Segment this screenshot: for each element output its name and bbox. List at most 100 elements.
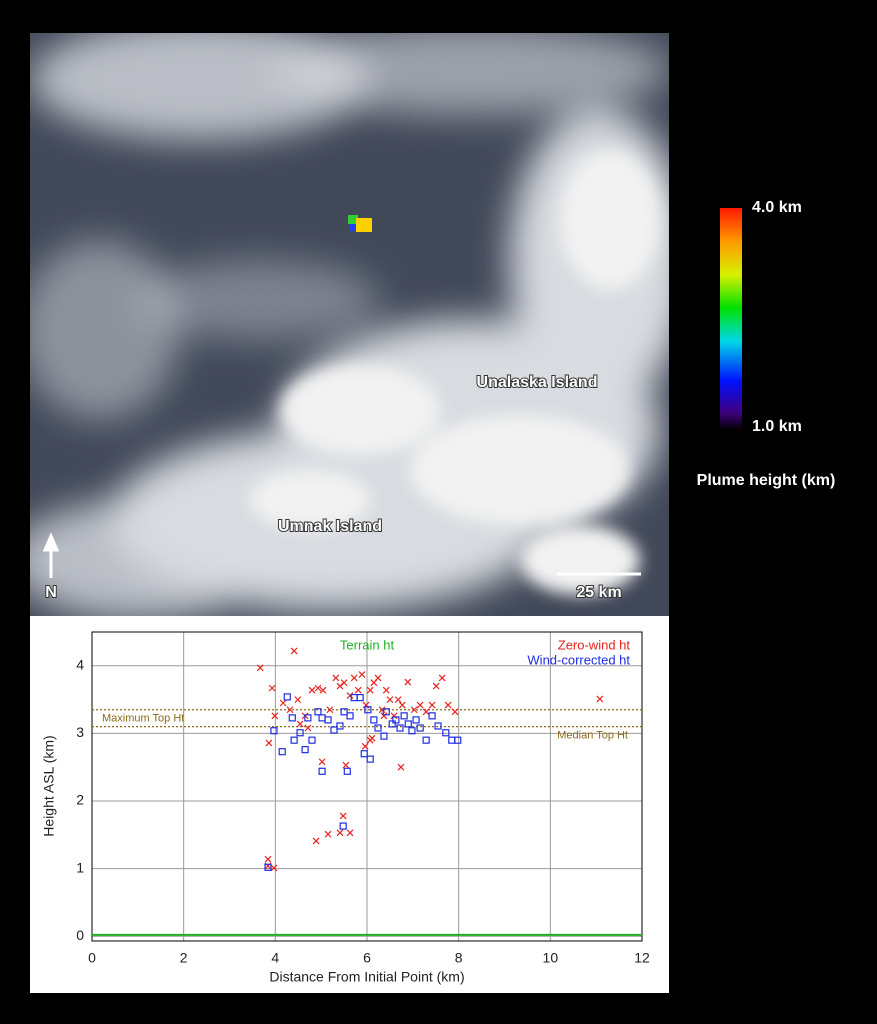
data-point	[382, 708, 390, 716]
colorbar-min: 1.0 km	[752, 418, 802, 435]
data-point	[346, 829, 354, 837]
data-point	[314, 684, 322, 692]
plot-frame	[91, 631, 643, 942]
data-point	[368, 734, 376, 742]
data-point	[386, 696, 394, 704]
legend-entry: Zero-wind ht	[558, 637, 631, 652]
data-point	[364, 706, 372, 714]
data-point	[454, 736, 462, 744]
data-point	[346, 712, 354, 720]
y-axis-label: Height ASL (km)	[41, 735, 57, 836]
data-point	[283, 693, 291, 701]
data-point	[343, 767, 351, 775]
x-tick-label: 6	[363, 950, 371, 966]
data-point	[271, 712, 279, 720]
data-point	[342, 761, 350, 769]
data-point	[358, 671, 366, 679]
data-point	[290, 736, 298, 744]
legend-entry: Wind-corrected ht	[527, 652, 630, 667]
data-point	[422, 708, 430, 716]
x-tick-label: 0	[88, 950, 96, 966]
data-point	[378, 706, 386, 714]
data-point	[332, 674, 340, 682]
data-point	[288, 714, 296, 722]
data-point	[451, 708, 459, 716]
data-point	[301, 746, 309, 754]
data-point	[324, 716, 332, 724]
data-point	[380, 712, 388, 720]
data-point	[256, 664, 264, 672]
x-axis-label: Distance From Initial Point (km)	[269, 969, 464, 985]
data-point	[374, 724, 382, 732]
data-point	[438, 674, 446, 682]
scale-label: 25 km	[576, 584, 621, 601]
data-point	[318, 758, 326, 766]
data-point	[361, 742, 369, 750]
north-arrow	[42, 532, 60, 578]
data-point	[434, 722, 442, 730]
x-tick-label: 10	[543, 950, 559, 966]
data-point	[304, 714, 312, 722]
data-point	[444, 701, 452, 709]
data-point	[400, 712, 408, 720]
data-point	[404, 678, 412, 686]
data-point	[336, 722, 344, 730]
reference-label: Terrain ht	[340, 637, 395, 652]
y-tick-label: 4	[76, 657, 84, 673]
x-tick-label: 4	[271, 950, 279, 966]
data-point	[422, 736, 430, 744]
data-point	[270, 727, 278, 735]
data-point	[324, 830, 332, 838]
data-point	[330, 726, 338, 734]
data-point	[308, 686, 316, 694]
data-point	[366, 686, 374, 694]
data-point	[397, 763, 405, 771]
data-point	[354, 686, 362, 694]
colorbar-max: 4.0 km	[752, 199, 802, 216]
data-point	[326, 706, 334, 714]
data-point	[270, 864, 278, 872]
data-point	[350, 674, 358, 682]
data-point	[412, 716, 420, 724]
y-tick-label: 1	[76, 859, 84, 875]
chart-panel	[30, 616, 669, 993]
data-point	[388, 720, 396, 728]
data-point	[356, 693, 364, 702]
data-point	[416, 724, 424, 732]
data-point	[264, 863, 272, 871]
data-point	[290, 647, 298, 655]
data-point	[319, 686, 327, 694]
data-point	[596, 695, 604, 703]
data-point	[398, 701, 406, 709]
data-point	[268, 684, 276, 692]
data-point	[390, 712, 398, 720]
data-point	[432, 682, 440, 690]
reference-label: Median Top Ht	[557, 730, 628, 742]
data-point	[428, 712, 436, 720]
data-point	[294, 696, 302, 704]
data-point	[265, 739, 273, 747]
data-point	[392, 716, 400, 724]
data-point	[404, 720, 412, 728]
data-point	[312, 837, 320, 845]
data-point	[286, 706, 294, 714]
data-point	[304, 724, 312, 732]
data-point	[374, 674, 382, 682]
data-point	[396, 724, 404, 732]
data-point	[340, 679, 348, 687]
data-point	[410, 706, 418, 714]
data-point	[346, 692, 354, 699]
data-point	[360, 750, 368, 758]
island-label: Unalaska Island	[477, 374, 598, 391]
data-point	[442, 729, 450, 737]
colorbar	[720, 208, 742, 430]
data-point	[339, 812, 347, 820]
data-point	[278, 748, 286, 756]
data-point	[296, 729, 304, 737]
data-point	[308, 736, 316, 744]
island-label: Umnak Island	[278, 518, 382, 535]
y-tick-label: 0	[76, 927, 84, 943]
data-point	[428, 701, 436, 709]
data-point	[394, 696, 402, 704]
